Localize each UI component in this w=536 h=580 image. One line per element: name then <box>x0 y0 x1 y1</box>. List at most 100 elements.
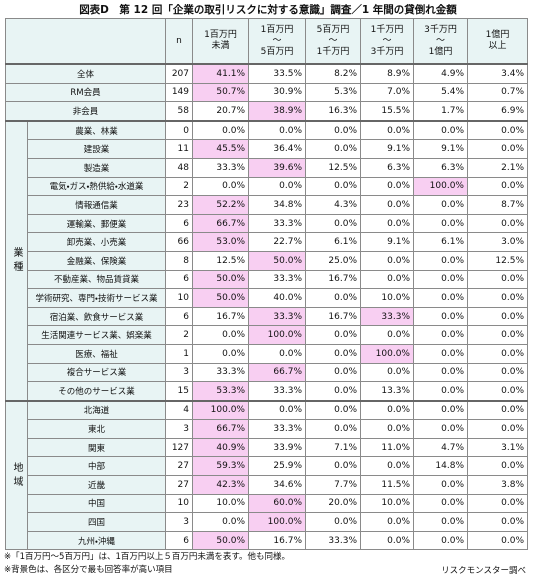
value-cell: 8.9% <box>360 62 414 84</box>
value-cell: 9.1% <box>360 232 414 252</box>
value-cell: 100.0% <box>413 176 468 197</box>
data-table: n 1百万円 未満 1百万円 ～ 5百万円 5百万円 ～ 1千万円 1千万円 ～ 3千万… <box>5 18 528 551</box>
value-cell: 0.0% <box>467 139 528 159</box>
value-cell: 5.4% <box>413 82 468 103</box>
value-cell: 0.0% <box>467 306 528 327</box>
value-cell: 0.0% <box>467 269 528 290</box>
value-cell: 0.0% <box>360 362 414 383</box>
value-cell: 34.8% <box>248 195 306 215</box>
value-cell: 66.7% <box>248 362 306 383</box>
value-cell: 10.0% <box>360 493 414 514</box>
value-cell: 0.0% <box>192 325 249 345</box>
row-label: 中国 <box>27 493 166 514</box>
value-cell: 0.0% <box>467 288 528 308</box>
value-cell: 100.0% <box>248 512 306 532</box>
table-row: 運輸業、郵便業 6 66.7% 33.3% 0.0% 0.0% 0.0% 0.0% <box>6 213 528 234</box>
table-row: 製造業 48 33.3% 39.6% 12.5% 6.3% 6.3% 2.1% <box>6 157 528 178</box>
count-cell: 4 <box>165 399 193 421</box>
value-cell: 20.7% <box>192 101 249 122</box>
value-cell: 66.7% <box>192 419 249 439</box>
row-label: 金融業、保険業 <box>27 250 166 271</box>
value-cell: 0.0% <box>413 419 468 439</box>
count-cell: 3 <box>165 362 193 383</box>
value-cell: 0.0% <box>305 288 361 308</box>
value-cell: 0.0% <box>305 343 361 364</box>
count-cell: 3 <box>165 419 193 439</box>
row-label: 卸売業、小売業 <box>27 232 166 252</box>
column-header: 1千万円 ～ 3千万円 <box>360 18 414 65</box>
value-cell: 0.0% <box>467 399 528 421</box>
row-label: 四国 <box>27 512 166 532</box>
title: 図表D 第 12 回「企業の取引リスクに対する意識」調査／1 年間の貸倒れ金額 <box>79 4 457 16</box>
count-cell: 0 <box>165 119 193 141</box>
value-cell: 16.3% <box>305 101 361 122</box>
value-cell: 16.7% <box>305 306 361 327</box>
value-cell: 0.0% <box>305 399 361 421</box>
count-cell: 2 <box>165 176 193 197</box>
value-cell: 0.0% <box>467 213 528 234</box>
value-cell: 4.7% <box>413 437 468 458</box>
value-cell: 0.0% <box>192 343 249 364</box>
count-cell: 6 <box>165 306 193 327</box>
value-cell: 0.0% <box>305 512 361 532</box>
table-row: 金融業、保険業 8 12.5% 50.0% 25.0% 0.0% 0.0% 12.5% <box>6 250 528 271</box>
row-label: 農業、林業 <box>27 119 166 141</box>
value-cell: 50.0% <box>248 250 306 271</box>
table-row: 電気・ガス・熱供給・水道業 2 0.0% 0.0% 0.0% 0.0% 100.0% 0.0% <box>6 176 528 197</box>
value-cell: 20.0% <box>305 493 361 514</box>
count-cell: 6 <box>165 530 193 551</box>
table-row: 全体 207 41.1% 33.5% 8.2% 8.9% 4.9% 3.4% <box>5 62 528 84</box>
count-cell: 127 <box>165 437 193 458</box>
value-cell: 33.3% <box>248 269 306 290</box>
table-row: 宿泊業、飲食サービス業 6 16.7% 33.3% 16.7% 33.3% 0.0% 0.0% <box>6 306 528 327</box>
value-cell: 33.3% <box>360 306 414 327</box>
table-row: その他のサービス業 15 53.3% 33.3% 0.0% 13.3% 0.0% 0.0% <box>6 381 528 402</box>
value-cell: 5.3% <box>305 82 361 103</box>
value-cell: 100.0% <box>192 399 249 421</box>
value-cell: 1.7% <box>413 101 468 122</box>
value-cell: 41.1% <box>192 62 249 84</box>
value-cell: 4.9% <box>413 62 468 84</box>
count-cell: 23 <box>165 195 193 215</box>
value-cell: 0.0% <box>360 530 414 551</box>
value-cell: 100.0% <box>248 325 306 345</box>
value-cell: 11.0% <box>360 437 414 458</box>
row-label: 製造業 <box>27 157 166 178</box>
value-cell: 0.0% <box>360 213 414 234</box>
count-cell: 8 <box>165 250 193 271</box>
value-cell: 25.9% <box>248 456 306 477</box>
value-cell: 33.9% <box>248 437 306 458</box>
value-cell: 40.9% <box>192 437 249 458</box>
value-cell: 52.2% <box>192 195 249 215</box>
value-cell: 33.3% <box>248 306 306 327</box>
count-cell: 2 <box>165 325 193 345</box>
value-cell: 0.0% <box>360 399 414 421</box>
value-cell: 33.3% <box>248 213 306 234</box>
row-label: 不動産業、物品賃貸業 <box>27 269 166 290</box>
value-cell: 0.0% <box>305 176 361 197</box>
value-cell: 0.0% <box>360 195 414 215</box>
value-cell: 0.0% <box>413 325 468 345</box>
value-cell: 100.0% <box>360 343 414 364</box>
table-row: 近畿 27 42.3% 34.6% 7.7% 11.5% 0.0% 3.8% <box>6 475 528 495</box>
group-label: 業種 <box>5 119 28 402</box>
row-label: 九州・沖縄 <box>27 530 166 551</box>
value-cell: 0.0% <box>467 456 528 477</box>
value-cell: 0.0% <box>192 512 249 532</box>
value-cell: 34.6% <box>248 475 306 495</box>
value-cell: 0.0% <box>305 362 361 383</box>
table-row: 地域 北海道 4 100.0% 0.0% 0.0% 0.0% 0.0% 0.0% <box>5 399 528 551</box>
value-cell: 0.0% <box>413 362 468 383</box>
table-row: 非会員 58 20.7% 38.9% 16.3% 15.5% 1.7% 6.9% <box>5 101 528 122</box>
count-cell: 10 <box>165 288 193 308</box>
value-cell: 3.1% <box>467 437 528 458</box>
corner-cell <box>5 18 166 65</box>
value-cell: 12.5% <box>467 250 528 271</box>
value-cell: 13.3% <box>360 381 414 402</box>
value-cell: 0.0% <box>305 213 361 234</box>
value-cell: 59.3% <box>192 456 249 477</box>
value-cell: 0.0% <box>413 381 468 402</box>
count-cell: 1 <box>165 343 193 364</box>
value-cell: 42.3% <box>192 475 249 495</box>
value-cell: 53.3% <box>192 381 249 402</box>
